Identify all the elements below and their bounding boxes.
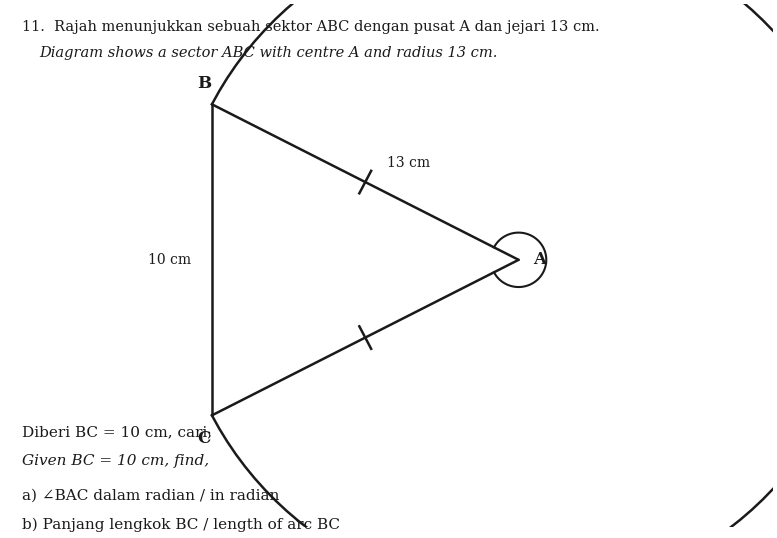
Text: a) ∠BAC dalam radian / in radian: a) ∠BAC dalam radian / in radian [22, 489, 280, 502]
Text: b) Panjang lengkok BC / length of arc BC: b) Panjang lengkok BC / length of arc BC [22, 518, 340, 532]
Text: 11.  Rajah menunjukkan sebuah sektor ABC dengan pusat A dan jejari 13 cm.: 11. Rajah menunjukkan sebuah sektor ABC … [22, 20, 600, 34]
Text: 10 cm: 10 cm [148, 253, 190, 267]
Text: C: C [197, 430, 211, 447]
Text: Diagram shows a sector ABC with centre A and radius 13 cm.: Diagram shows a sector ABC with centre A… [39, 46, 497, 60]
Text: 13 cm: 13 cm [387, 155, 430, 169]
Text: Diberi BC = 10 cm, cari,: Diberi BC = 10 cm, cari, [22, 425, 212, 439]
Text: A: A [534, 251, 546, 268]
Text: B: B [197, 75, 211, 91]
Text: Given BC = 10 cm, find,: Given BC = 10 cm, find, [22, 454, 209, 468]
